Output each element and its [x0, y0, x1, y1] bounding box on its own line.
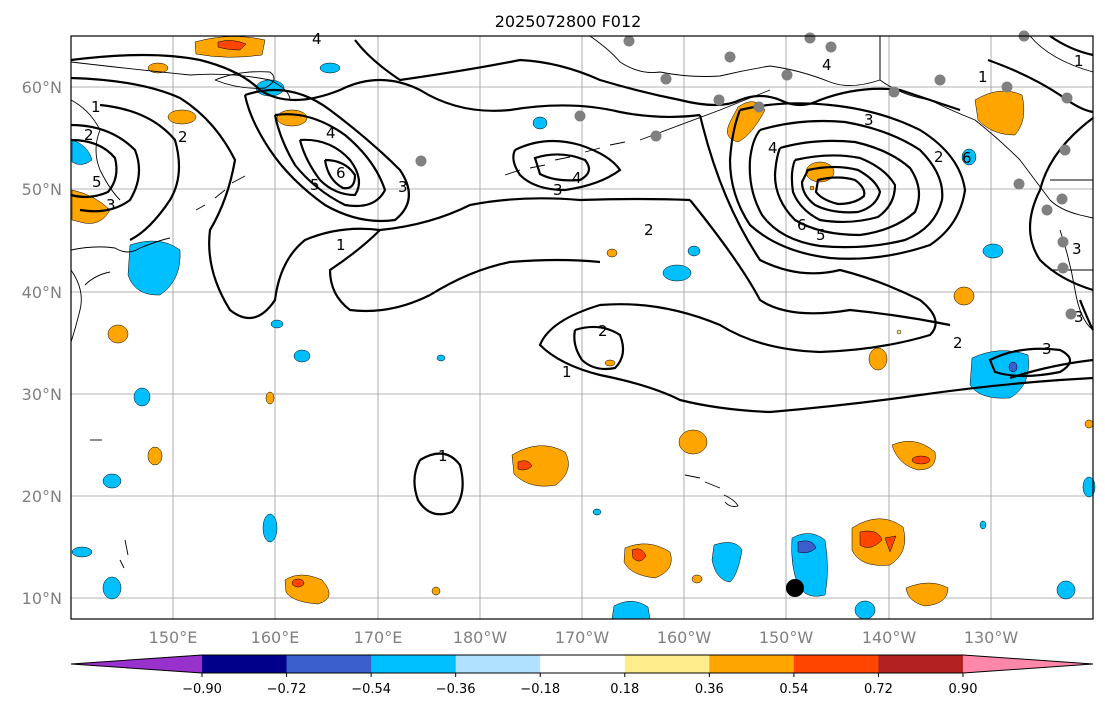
- contour-label: 4: [768, 139, 778, 157]
- lon-tick-label: 130°W: [964, 628, 1019, 647]
- contour-label: 6: [336, 164, 346, 182]
- colorbar-segment: [878, 655, 964, 673]
- map-panel: 1 2 2 3 5 4 6 5 3 1 4 3 4 2 2 1 1 4 3 4 …: [70, 30, 1096, 620]
- colorbar-tick-label: −0.36: [436, 682, 476, 697]
- map-frame: [70, 35, 1094, 620]
- colorbar-segment: [793, 655, 879, 673]
- lon-tick-label: 150°W: [759, 628, 814, 647]
- contour-label: 1: [336, 236, 346, 254]
- colorbar-segment: [540, 655, 626, 673]
- contour-label: 2: [598, 322, 608, 340]
- colorbar-tick-label: −0.72: [267, 682, 307, 697]
- shaded-field: [71, 36, 1096, 620]
- contour-label: 3: [553, 181, 563, 199]
- station-markers: [415, 30, 1077, 320]
- colorbar-tick-label: 0.72: [864, 682, 893, 697]
- longitude-labels: 150°E 160°E 170°E 180°W 170°W 160°W 150°…: [149, 628, 1019, 647]
- lon-tick-label: 180°W: [453, 628, 508, 647]
- contour-label: 1: [978, 68, 988, 86]
- contour-label: 4: [312, 30, 322, 48]
- contour-label: 4: [326, 124, 336, 142]
- contour-label: 3: [1072, 240, 1082, 258]
- colorbar-segment: [709, 655, 795, 673]
- contour-lines: [70, 35, 1094, 516]
- lat-tick-label: 20°N: [22, 487, 62, 506]
- contour-label: 2: [953, 334, 963, 352]
- figure-title: 2025072800 F012: [495, 12, 642, 31]
- contour-label: 3: [106, 196, 116, 214]
- colorbar-tick-label: 0.18: [610, 682, 639, 697]
- lon-tick-label: 150°E: [149, 628, 198, 647]
- latitude-labels: 60°N 50°N 40°N 30°N 20°N 10°N: [22, 78, 62, 608]
- contour-label: 2: [644, 221, 654, 239]
- colorbar-tick-label: −0.18: [520, 682, 560, 697]
- colorbar-segment: [455, 655, 541, 673]
- colorbar-segment: [286, 655, 372, 673]
- lat-tick-label: 30°N: [22, 385, 62, 404]
- colorbar-tick-label: 0.36: [695, 682, 724, 697]
- contour-label: 1: [438, 447, 448, 465]
- lon-tick-label: 170°E: [354, 628, 403, 647]
- contour-label: 5: [310, 176, 320, 194]
- colorbar-tick-label: −0.54: [351, 682, 391, 697]
- contour-label: 3: [864, 111, 874, 129]
- contour-label: 5: [816, 226, 826, 244]
- lon-tick-label: 160°E: [251, 628, 300, 647]
- lat-tick-label: 60°N: [22, 78, 62, 97]
- contour-label: 6: [962, 149, 972, 167]
- lat-tick-label: 40°N: [22, 283, 62, 302]
- colorbar-tick-label: −0.90: [182, 682, 222, 697]
- colorbar-extend-min: [71, 655, 202, 673]
- lon-tick-label: 160°W: [657, 628, 712, 647]
- colorbar: −0.90 −0.72 −0.54 −0.36 −0.18 0.18 0.36 0.54 0.7…: [70, 654, 1094, 697]
- contour-label: 5: [92, 173, 102, 191]
- lon-tick-label: 140°W: [862, 628, 917, 647]
- coastlines: [70, 35, 1094, 569]
- lat-tick-label: 50°N: [22, 180, 62, 199]
- contour-label: 2: [84, 126, 94, 144]
- colorbar-segment: [624, 655, 710, 673]
- contour-label: 1: [562, 363, 572, 381]
- colorbar-tick-label: 0.54: [779, 682, 808, 697]
- contour-label: 3: [1074, 308, 1084, 326]
- colorbar-segment: [371, 655, 457, 673]
- contour-label: 2: [934, 148, 944, 166]
- colorbar-segment: [202, 655, 288, 673]
- lon-tick-label: 170°W: [555, 628, 610, 647]
- contour-label: 4: [572, 169, 582, 187]
- contour-label: 3: [398, 178, 408, 196]
- contour-label: 1: [91, 98, 101, 116]
- colorbar-extend-max: [963, 655, 1093, 673]
- colorbar-tick-label: 0.90: [949, 682, 978, 697]
- contour-label: 2: [178, 128, 188, 146]
- contour-label: 6: [797, 216, 807, 234]
- storm-position-marker: [786, 579, 804, 597]
- lat-tick-label: 10°N: [22, 589, 62, 608]
- contour-label: 4: [822, 56, 832, 74]
- contour-label: 3: [1042, 340, 1052, 358]
- contour-labels: 1 2 2 3 5 4 6 5 3 1 4 3 4 2 2 1 1 4 3 4 …: [84, 30, 1084, 465]
- contour-label: 1: [1074, 52, 1084, 70]
